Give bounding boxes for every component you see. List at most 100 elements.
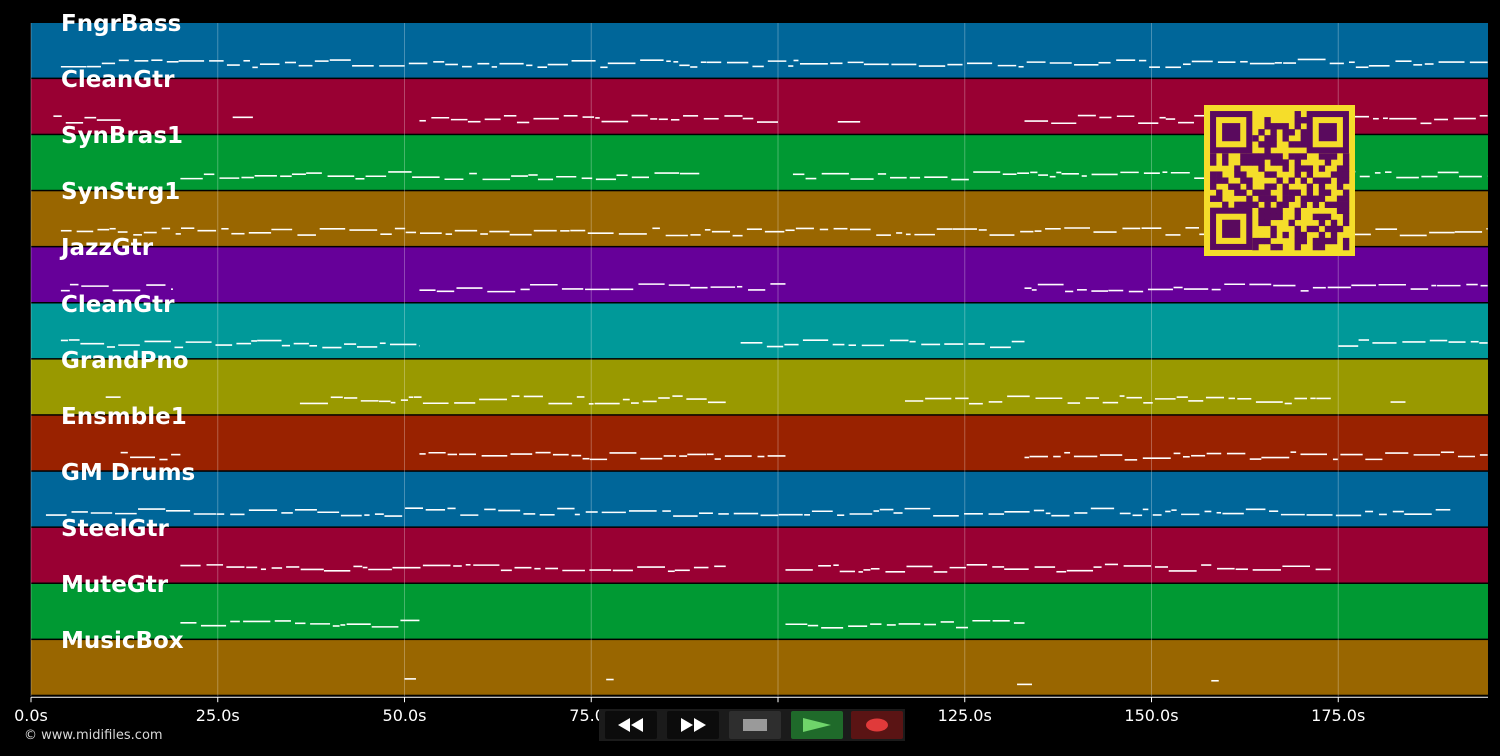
qr-module [1276,207,1283,215]
qr-module [1288,153,1295,160]
qr-module [1318,195,1326,202]
qr-module [1276,153,1283,160]
qr-module [1222,177,1229,184]
qr-module [1294,213,1301,221]
stop-button[interactable] [729,711,781,739]
track-lane [31,359,1488,415]
qr-module [1300,141,1307,148]
time-tick-label: 150.0s [1124,706,1179,725]
qr-module [1294,231,1301,239]
qr-module [1306,225,1314,233]
qr-module [1252,159,1259,166]
qr-module [1240,177,1247,184]
qr-module [1240,189,1247,196]
qr-module [1294,159,1301,166]
qr-finder-core [1318,123,1337,142]
qr-module [1210,183,1217,190]
track-label: JazzGtr [61,235,154,262]
qr-module [1282,195,1289,202]
qr-module [1342,195,1350,202]
qr-module [1252,243,1259,251]
qr-module [1276,243,1283,251]
qr-module [1318,231,1326,239]
qr-module [1294,117,1301,124]
qr-module [1324,237,1332,245]
qr-module [1234,189,1241,196]
qr-module [1294,171,1301,178]
qr-module [1294,207,1301,215]
qr-code [1204,105,1355,256]
qr-module [1246,195,1253,202]
qr-module [1288,177,1295,184]
qr-module [1264,237,1271,245]
record-button[interactable] [851,711,903,739]
qr-module [1294,165,1301,172]
qr-module [1342,171,1350,178]
qr-module [1270,225,1277,233]
transport-bar [599,709,905,741]
qr-module [1240,153,1247,160]
qr-module [1300,135,1307,142]
qr-module [1210,177,1217,184]
qr-module [1288,129,1295,136]
qr-module [1300,231,1307,239]
qr-module [1330,171,1338,178]
play-button[interactable] [791,711,843,739]
track-label: MusicBox [61,628,184,655]
qr-module [1222,201,1229,208]
qr-module [1258,237,1265,245]
qr-module [1264,189,1271,196]
track-label: GrandPno [61,347,189,374]
qr-module [1342,153,1350,160]
qr-module [1288,141,1295,148]
qr-module [1264,207,1271,215]
qr-module [1216,189,1223,196]
qr-module [1300,195,1307,202]
qr-module [1342,243,1350,251]
qr-module [1276,177,1283,184]
qr-module [1258,207,1265,215]
qr-module [1342,189,1350,196]
track-lane [31,415,1488,471]
qr-module [1282,183,1289,190]
qr-module [1294,225,1301,233]
qr-module [1264,141,1271,148]
qr-module [1258,159,1265,166]
qr-module [1246,153,1253,160]
qr-module [1342,165,1350,172]
qr-module [1252,201,1259,208]
qr-module [1234,165,1241,172]
qr-module [1312,177,1320,184]
qr-module [1240,159,1247,166]
qr-module [1270,129,1277,136]
qr-module [1258,129,1265,136]
track-lane [31,527,1488,583]
rewind-button[interactable] [605,711,657,739]
qr-module [1264,219,1271,227]
qr-module [1294,243,1301,251]
qr-module [1336,183,1344,190]
qr-module [1270,195,1277,202]
time-tick-label: 50.0s [382,706,427,725]
qr-module [1342,219,1350,227]
track-label: SynStrg1 [61,179,181,206]
qr-module [1318,183,1326,190]
qr-module [1264,153,1271,160]
qr-module [1270,207,1277,215]
qr-module [1264,195,1271,202]
fast-forward-button[interactable] [667,711,719,739]
copyright-text: © www.midifiles.com [24,728,163,743]
qr-module [1342,159,1350,166]
qr-module [1240,171,1247,178]
qr-module [1282,201,1289,208]
qr-module [1306,165,1314,172]
qr-module [1270,153,1277,160]
qr-module [1330,231,1338,239]
qr-module [1270,159,1277,166]
qr-module [1324,159,1332,166]
qr-module [1336,225,1344,233]
track-label: CleanGtr [61,67,175,94]
track-label: Ensmble1 [61,403,187,430]
qr-module [1222,159,1229,166]
qr-module [1294,141,1301,148]
